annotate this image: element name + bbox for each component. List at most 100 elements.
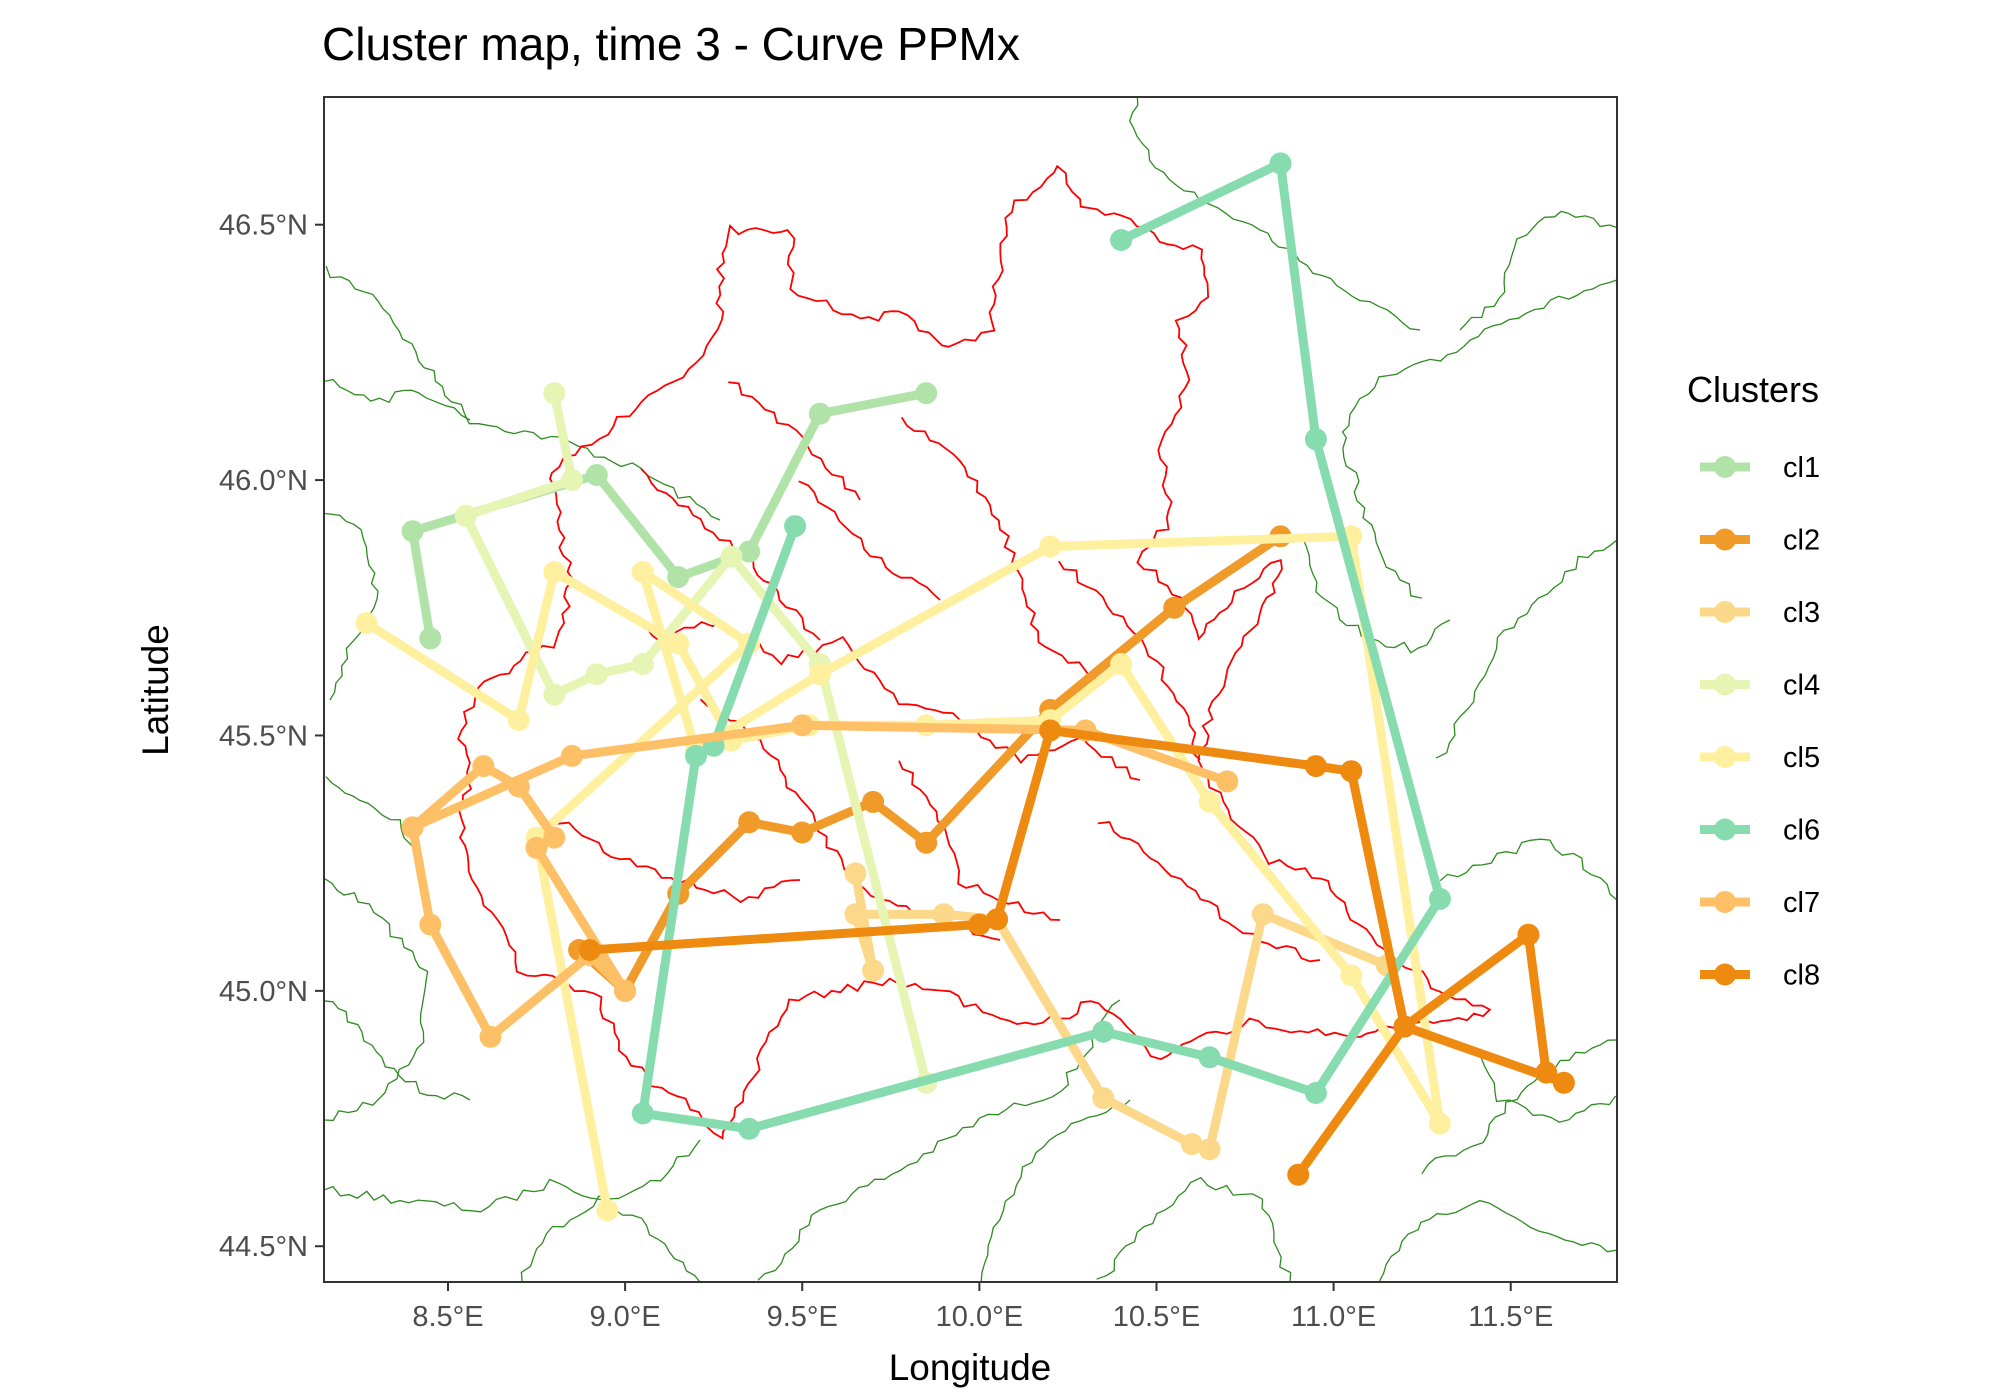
legend-item-cl6: cl6	[1700, 815, 1820, 847]
series-line-cl5	[362, 531, 1445, 1215]
data-point-cl2-6	[915, 831, 938, 854]
data-point-cl3-7	[1198, 1138, 1221, 1161]
legend-key-point	[1714, 456, 1736, 478]
data-point-cl1-6	[915, 382, 938, 405]
data-point-cl5-0	[355, 612, 378, 635]
chart-title: Cluster map, time 3 - Curve PPMx	[322, 18, 1020, 70]
data-point-cl8-2	[986, 908, 1009, 931]
data-point-cl8-8	[1535, 1061, 1558, 1084]
data-point-cl7-5	[525, 836, 548, 859]
data-point-cl4-4	[585, 663, 608, 686]
legend-label: cl5	[1783, 742, 1820, 774]
series-cl8	[578, 719, 1575, 1186]
legend-key-point	[1714, 891, 1736, 913]
data-point-cl7-1	[419, 913, 442, 936]
data-point-cl8-7	[1517, 923, 1540, 946]
data-point-cl7-11	[791, 714, 814, 737]
data-point-cl3-2	[844, 903, 867, 926]
legend-key-point	[1714, 528, 1736, 551]
legend-item-cl5: cl5	[1700, 742, 1820, 774]
legend-item-cl1: cl1	[1700, 452, 1820, 484]
legend-key-point	[1714, 746, 1736, 768]
data-point-cl6-4	[1304, 1082, 1327, 1104]
series-line-cl7	[408, 720, 1232, 1042]
data-point-cl8-3	[1039, 719, 1062, 742]
data-point-cl2-5	[862, 790, 885, 813]
legend-item-cl8: cl8	[1700, 960, 1820, 992]
legend-key-point	[1714, 963, 1736, 986]
data-point-cl2-8	[1163, 596, 1186, 619]
legend-label: cl7	[1783, 887, 1820, 919]
data-point-cl5-9	[1198, 790, 1221, 813]
series-cl4	[454, 382, 938, 1094]
data-point-cl8-4	[1304, 755, 1327, 778]
data-point-cl8-9	[1552, 1071, 1575, 1094]
y-tick-label: 44.5°N	[219, 1231, 308, 1263]
legend-key-point	[1714, 673, 1736, 696]
data-point-cl5-3	[667, 632, 690, 655]
data-point-cl4-2	[720, 545, 743, 568]
data-point-cl2-3	[738, 811, 761, 834]
legend-label: cl6	[1783, 815, 1820, 847]
x-tick-label: 11.5°E	[1468, 1301, 1553, 1333]
x-axis: 8.5°E 9.0°E 9.5°E 10.0°E 10.5°E 11.0°E 11.5°E	[412, 1282, 1553, 1333]
x-tick-label: 10.0°E	[936, 1301, 1023, 1333]
y-tick-label: 46.0°N	[219, 465, 308, 497]
data-point-cl7-2	[479, 1025, 502, 1048]
data-point-cl6-3	[1428, 887, 1451, 910]
data-point-cl4-6	[454, 504, 477, 527]
x-tick-label: 8.5°E	[412, 1301, 483, 1333]
data-point-cl3-1	[862, 959, 885, 982]
data-point-cl5-14	[808, 663, 831, 686]
data-point-cl6-11	[784, 515, 807, 538]
y-axis: 44.5°N 45.0°N 45.5°N 46.0°N 46.5°N	[219, 210, 324, 1263]
legend-item-cl2: cl2	[1700, 525, 1820, 557]
data-point-cl7-8	[472, 755, 495, 778]
cluster-lines	[355, 152, 1575, 1222]
data-point-cl8-11	[1287, 1163, 1310, 1186]
legend-label: cl4	[1783, 670, 1820, 702]
data-point-cl6-5	[1198, 1046, 1221, 1069]
legend-title: Clusters	[1687, 369, 1819, 410]
legend: Clusters cl1 cl2 cl3 cl4 cl5 cl6 cl7 cl8	[1687, 369, 1820, 992]
y-tick-label: 46.5°N	[219, 210, 308, 242]
data-point-cl3-5	[1092, 1087, 1115, 1110]
data-point-cl5-16	[631, 561, 654, 583]
y-tick-label: 45.0°N	[219, 976, 308, 1008]
y-axis-title: Latitude	[135, 624, 176, 756]
data-point-cl3-3	[932, 903, 955, 926]
data-point-cl1-2	[585, 464, 608, 486]
data-point-cl8-1	[968, 913, 991, 936]
data-point-cl1-0	[419, 627, 442, 650]
data-point-cl3-8	[1251, 903, 1274, 926]
series-cl1	[401, 382, 938, 650]
data-point-cl4-3	[631, 653, 654, 675]
data-point-cl1-4	[738, 540, 761, 563]
data-point-cl7-10	[561, 744, 583, 767]
data-point-cl5-11	[1428, 1112, 1451, 1135]
x-tick-label: 10.5°E	[1113, 1301, 1200, 1333]
y-tick-label: 45.5°N	[219, 720, 308, 752]
series-line-cl3	[850, 868, 1392, 1154]
data-point-cl3-0	[844, 862, 867, 885]
data-point-cl6-0	[1110, 229, 1133, 251]
data-point-cl5-13	[1039, 535, 1062, 558]
data-point-cl2-4	[791, 821, 814, 844]
data-point-cl7-7	[507, 775, 530, 798]
legend-label: cl1	[1783, 452, 1820, 484]
x-tick-label: 9.0°E	[589, 1301, 660, 1333]
legend-item-cl7: cl7	[1700, 887, 1820, 919]
x-tick-label: 9.5°E	[767, 1301, 838, 1333]
data-point-cl6-2	[1304, 428, 1327, 451]
data-point-cl1-3	[667, 566, 690, 589]
data-point-cl8-0	[578, 939, 601, 961]
data-point-cl8-10	[1393, 1015, 1416, 1038]
data-point-cl5-8	[1110, 653, 1133, 675]
data-point-cl4-8	[543, 382, 566, 405]
data-point-cl4-7	[561, 469, 583, 492]
data-point-cl4-5	[543, 683, 566, 706]
data-point-cl6-1	[1269, 152, 1292, 175]
province-borders	[324, 97, 1617, 1282]
x-tick-label: 11.0°E	[1291, 1301, 1376, 1333]
